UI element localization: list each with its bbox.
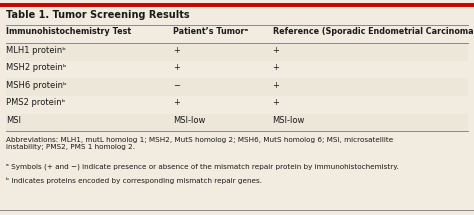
Text: MSI: MSI <box>6 116 21 125</box>
Bar <box>6 78 468 96</box>
Text: +: + <box>273 81 280 90</box>
Text: Reference (Sporadic Endometrial Carcinoma)ᵃ: Reference (Sporadic Endometrial Carcinom… <box>273 27 474 36</box>
Text: +: + <box>273 63 280 72</box>
Text: Immunohistochemistry Test: Immunohistochemistry Test <box>6 27 131 36</box>
Text: +: + <box>173 63 180 72</box>
Text: MSH6 proteinᵇ: MSH6 proteinᵇ <box>6 81 66 90</box>
Text: +: + <box>173 46 180 55</box>
Text: MSH2 proteinᵇ: MSH2 proteinᵇ <box>6 63 66 72</box>
Text: ᵇ Indicates proteins encoded by corresponding mismatch repair genes.: ᵇ Indicates proteins encoded by correspo… <box>6 177 262 184</box>
Bar <box>6 43 468 61</box>
Text: Patient’s Tumorᵃ: Patient’s Tumorᵃ <box>173 27 248 36</box>
Text: Abbreviations: MLH1, mutL homolog 1; MSH2, MutS homolog 2; MSH6, MutS homolog 6;: Abbreviations: MLH1, mutL homolog 1; MSH… <box>6 137 393 150</box>
Text: MSI-low: MSI-low <box>173 116 205 125</box>
Text: +: + <box>273 98 280 108</box>
Bar <box>6 96 468 114</box>
Text: MSI-low: MSI-low <box>273 116 305 125</box>
Text: −: − <box>173 81 180 90</box>
Text: MLH1 proteinᵇ: MLH1 proteinᵇ <box>6 46 65 55</box>
Text: ᵃ Symbols (+ and −) indicate presence or absence of the mismatch repair protein : ᵃ Symbols (+ and −) indicate presence or… <box>6 163 399 170</box>
Text: +: + <box>273 46 280 55</box>
Text: +: + <box>173 98 180 108</box>
Bar <box>6 61 468 78</box>
Text: Table 1. Tumor Screening Results: Table 1. Tumor Screening Results <box>6 10 189 20</box>
Bar <box>6 114 468 131</box>
Text: PMS2 proteinᵇ: PMS2 proteinᵇ <box>6 98 65 108</box>
